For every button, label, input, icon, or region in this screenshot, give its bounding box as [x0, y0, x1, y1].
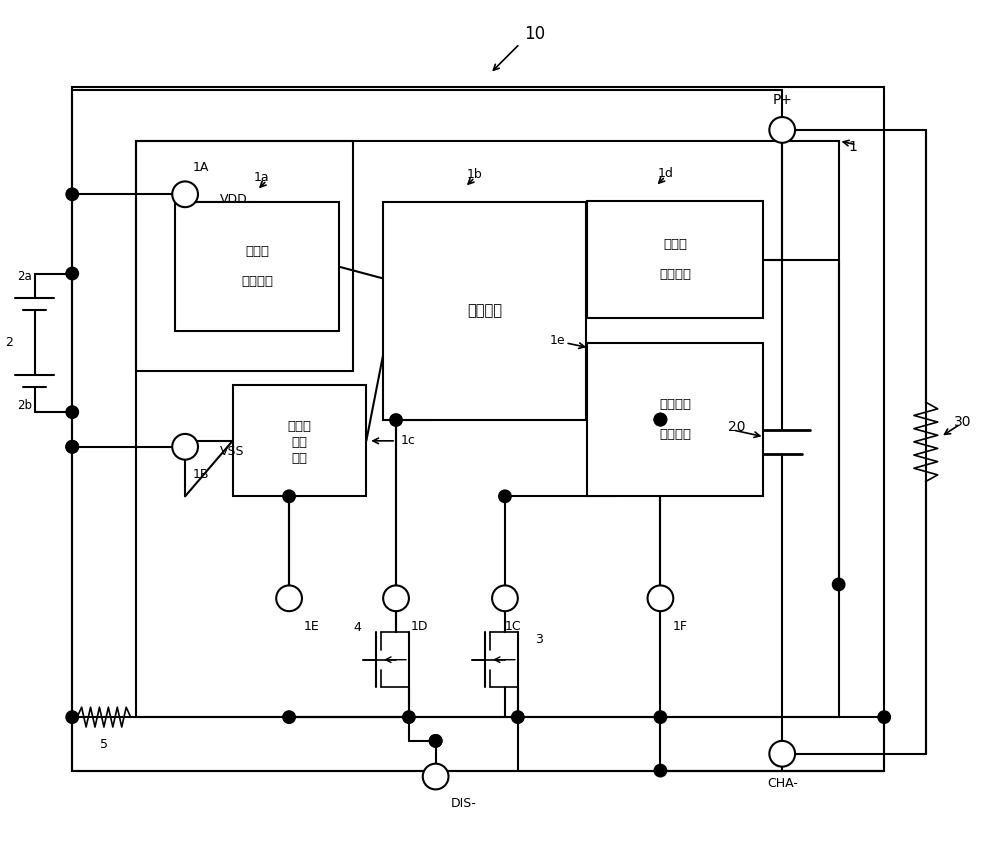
Circle shape: [65, 267, 79, 280]
Circle shape: [653, 412, 667, 427]
Text: 1A: 1A: [193, 161, 209, 174]
Bar: [72, 88, 884, 770]
Text: 4: 4: [353, 620, 361, 634]
Circle shape: [172, 181, 198, 207]
Text: VSS: VSS: [220, 446, 244, 458]
Text: 1c: 1c: [401, 435, 416, 447]
Text: 2: 2: [5, 337, 13, 349]
Circle shape: [65, 711, 79, 724]
Text: P+: P+: [772, 93, 792, 107]
Circle shape: [282, 489, 296, 504]
Text: 检测: 检测: [291, 436, 307, 449]
Text: 1B: 1B: [193, 468, 210, 481]
Circle shape: [511, 711, 525, 724]
Circle shape: [282, 711, 296, 724]
Bar: [136, 141, 839, 717]
Text: 1a: 1a: [254, 171, 270, 184]
Text: VDD: VDD: [220, 193, 248, 205]
Text: 20: 20: [728, 420, 745, 434]
Circle shape: [653, 412, 667, 427]
Text: 1e: 1e: [550, 334, 565, 348]
Circle shape: [65, 440, 79, 454]
Circle shape: [65, 440, 79, 454]
Text: 检测电路: 检测电路: [659, 268, 691, 281]
Text: 检测电路: 检测电路: [659, 428, 691, 441]
Circle shape: [653, 711, 667, 724]
Text: 1E: 1E: [304, 619, 320, 632]
Text: 过电流: 过电流: [287, 419, 311, 433]
Circle shape: [653, 763, 667, 778]
Text: 控制电路: 控制电路: [467, 303, 502, 319]
Circle shape: [276, 585, 302, 611]
Circle shape: [389, 413, 403, 427]
Circle shape: [429, 734, 443, 748]
Text: 1C: 1C: [505, 619, 522, 632]
Text: 1F: 1F: [672, 619, 687, 632]
Circle shape: [648, 585, 673, 611]
Bar: [383, 202, 586, 420]
Text: 2b: 2b: [17, 399, 32, 412]
Circle shape: [832, 578, 846, 591]
Text: 2a: 2a: [17, 270, 32, 283]
Text: 3: 3: [535, 633, 543, 647]
Circle shape: [383, 585, 409, 611]
Circle shape: [65, 406, 79, 419]
Text: DIS-: DIS-: [450, 797, 476, 809]
Circle shape: [769, 741, 795, 767]
Text: 监视电路: 监视电路: [241, 275, 273, 288]
Circle shape: [769, 117, 795, 143]
Circle shape: [877, 711, 891, 724]
Text: 5: 5: [100, 739, 108, 751]
Bar: [136, 141, 353, 371]
Circle shape: [492, 585, 518, 611]
Text: CHA-: CHA-: [767, 777, 798, 790]
Text: 电路: 电路: [291, 452, 307, 465]
Bar: [175, 202, 339, 331]
Text: 1d: 1d: [657, 167, 673, 180]
Text: 负载开路: 负载开路: [659, 398, 691, 412]
Text: 1: 1: [849, 140, 857, 153]
Text: 30: 30: [954, 415, 971, 429]
Text: 充电器: 充电器: [663, 239, 687, 251]
Circle shape: [402, 711, 416, 724]
Text: 10: 10: [524, 25, 545, 43]
Text: 充放电: 充放电: [245, 245, 269, 258]
Bar: [233, 385, 366, 497]
Circle shape: [429, 734, 443, 748]
Bar: [587, 201, 763, 318]
Circle shape: [498, 489, 512, 504]
Circle shape: [423, 763, 449, 790]
Circle shape: [172, 434, 198, 460]
Bar: [587, 343, 763, 497]
Text: 1b: 1b: [467, 168, 483, 181]
Circle shape: [65, 187, 79, 201]
Text: 1D: 1D: [411, 619, 428, 632]
